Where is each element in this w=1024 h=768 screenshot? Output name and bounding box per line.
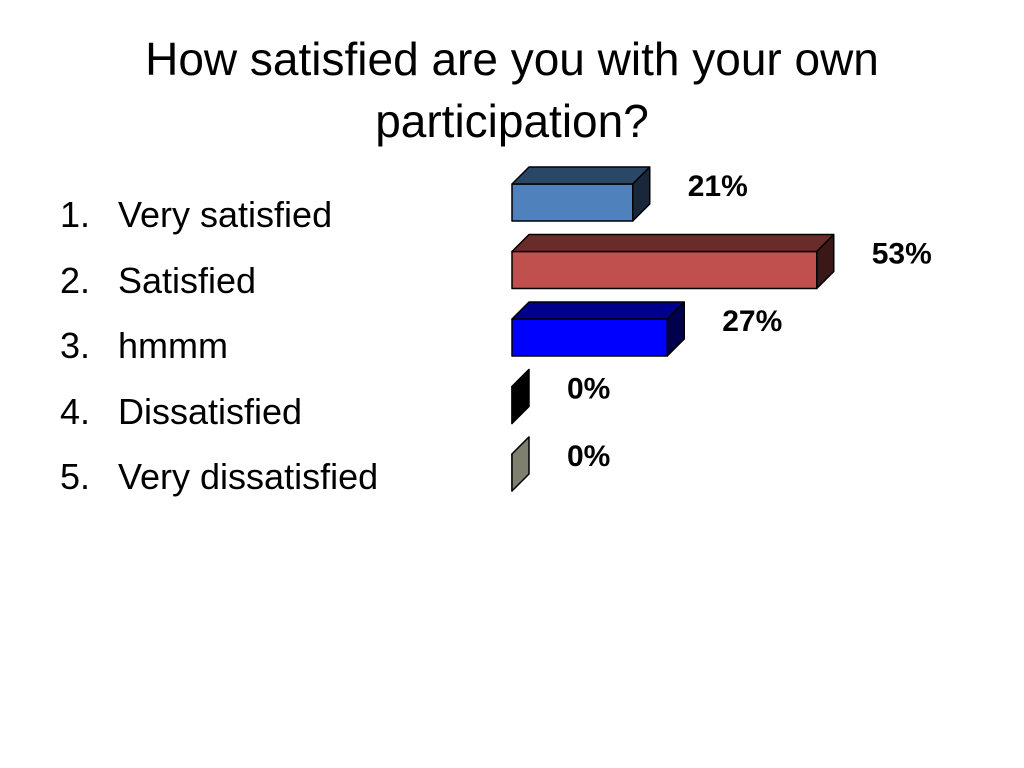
option-number: 2. <box>60 259 91 301</box>
option-number: 4. <box>60 390 91 432</box>
bar-data-label: 0% <box>567 373 610 406</box>
bar-1 <box>511 166 651 222</box>
answer-option: 4. Dissatisfied <box>60 379 378 445</box>
bar-5 <box>511 436 530 492</box>
bar-4 <box>511 368 530 425</box>
option-number: 1. <box>60 194 91 235</box>
bar-2 <box>511 233 835 290</box>
bar-front-face <box>511 250 818 290</box>
answer-option: 3. hmmm <box>60 313 378 379</box>
slide-title: How satisfied are you with your own part… <box>145 33 879 147</box>
answer-option: 5. Very dissatisfied <box>60 444 378 510</box>
option-label: hmmm <box>118 325 228 366</box>
option-label: Satisfied <box>118 259 257 301</box>
option-label: Dissatisfied <box>118 390 303 432</box>
bar-side-face <box>666 301 685 357</box>
bar-front-face <box>511 183 634 222</box>
option-label: Very satisfied <box>118 194 333 235</box>
option-label: Very dissatisfied <box>118 456 379 497</box>
bar-side-face <box>511 436 530 492</box>
bar-side-face <box>816 233 835 290</box>
bar-front-face <box>511 318 668 357</box>
bar-data-label: 53% <box>872 238 932 271</box>
bar-3 <box>511 301 685 357</box>
bar-side-face <box>632 166 651 222</box>
answer-option: 1. Very satisfied <box>60 182 378 248</box>
bar-top-face <box>511 301 685 320</box>
bar-top-face <box>511 233 835 253</box>
answer-option: 2. Satisfied <box>60 248 378 314</box>
bar-data-label: 21% <box>688 170 748 203</box>
bar-side-face <box>511 368 530 425</box>
option-number: 3. <box>60 325 91 366</box>
bar-top-face <box>511 166 651 185</box>
answer-options-list: 1. Very satisfied 2. Satisfied 3. hmmm 4. Dissa… <box>60 182 378 510</box>
bar-data-label: 0% <box>567 440 610 473</box>
option-number: 5. <box>60 456 91 497</box>
bar-data-label: 27% <box>722 305 782 338</box>
